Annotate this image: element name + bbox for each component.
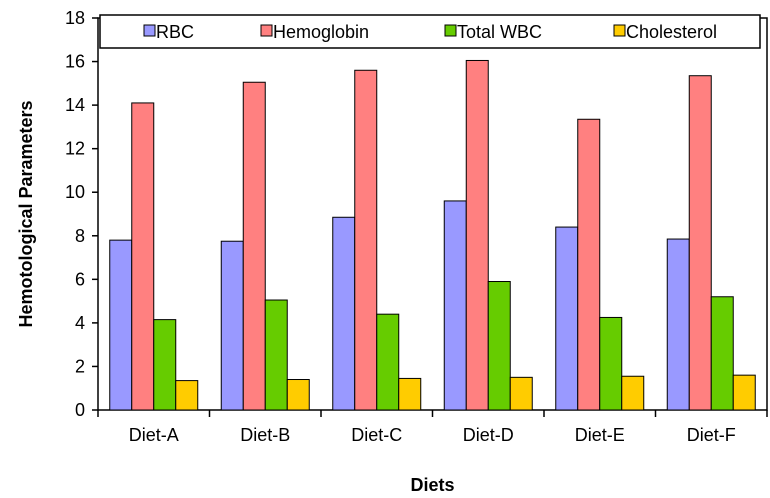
legend-label: Cholesterol <box>626 22 717 42</box>
y-axis-title: Hemotological Parameters <box>16 100 36 327</box>
legend: RBC Hemoglobin Total WBC Cholesterol <box>99 14 761 49</box>
bar-hemoglobin-diet-d <box>465 59 489 411</box>
bar-rbc-diet-f <box>666 238 690 411</box>
axes-group: 0 2 4 6 8 10 12 14 16 18 Diet-A Diet-B Diet-C Diet-D D… <box>65 8 768 445</box>
y-tick-label: 18 <box>65 8 85 28</box>
legend-label: RBC <box>156 22 194 42</box>
y-tick-label: 10 <box>65 182 85 202</box>
y-tick-label: 0 <box>75 400 85 420</box>
legend-swatch <box>260 24 273 37</box>
x-tick-label: Diet-B <box>240 425 290 445</box>
y-tick-label: 6 <box>75 269 85 289</box>
bar-cholesterol-diet-d <box>509 376 533 411</box>
plot-area <box>97 17 768 411</box>
bar-cholesterol-diet-e <box>621 375 645 411</box>
legend-label: Total WBC <box>457 22 542 42</box>
y-tick-label: 4 <box>75 313 85 333</box>
bar-hemoglobin-diet-f <box>688 75 712 411</box>
plot-border <box>97 17 768 411</box>
bars-group <box>109 59 756 411</box>
x-tick-label: Diet-A <box>129 425 179 445</box>
y-tick-label: 12 <box>65 139 85 159</box>
bar-hemoglobin-diet-c <box>354 69 378 411</box>
bar-total-wbc-diet-e <box>599 316 623 411</box>
bar-total-wbc-diet-b <box>264 299 288 411</box>
x-tick-label: Diet-F <box>687 425 736 445</box>
legend-swatch <box>444 24 457 37</box>
bar-cholesterol-diet-f <box>732 374 756 411</box>
bar-hemoglobin-diet-a <box>131 102 155 411</box>
bar-cholesterol-diet-a <box>175 380 199 411</box>
bar-total-wbc-diet-f <box>710 296 734 411</box>
bar-rbc-diet-c <box>332 216 356 411</box>
legend-swatch <box>143 24 156 37</box>
x-tick-label: Diet-C <box>351 425 402 445</box>
bar-rbc-diet-e <box>555 226 579 411</box>
y-tick-label: 14 <box>65 95 85 115</box>
bar-hemoglobin-diet-b <box>242 81 266 411</box>
x-tick-label: Diet-D <box>463 425 514 445</box>
y-tick-label: 8 <box>75 226 85 246</box>
legend-box <box>99 14 761 49</box>
bar-rbc-diet-d <box>443 200 467 411</box>
bar-total-wbc-diet-c <box>376 313 400 411</box>
x-tick-label: Diet-E <box>575 425 625 445</box>
legend-swatch <box>613 24 626 37</box>
bar-total-wbc-diet-a <box>153 319 177 411</box>
bar-cholesterol-diet-c <box>398 377 422 411</box>
bar-total-wbc-diet-d <box>487 281 511 411</box>
legend-label: Hemoglobin <box>273 22 369 42</box>
bar-cholesterol-diet-b <box>286 379 310 411</box>
y-tick-label: 2 <box>75 356 85 376</box>
bar-rbc-diet-a <box>109 239 133 411</box>
bar-hemoglobin-diet-e <box>577 118 601 411</box>
bar-rbc-diet-b <box>220 240 244 411</box>
y-tick-label: 16 <box>65 52 85 72</box>
x-axis-title: Diets <box>410 475 454 495</box>
